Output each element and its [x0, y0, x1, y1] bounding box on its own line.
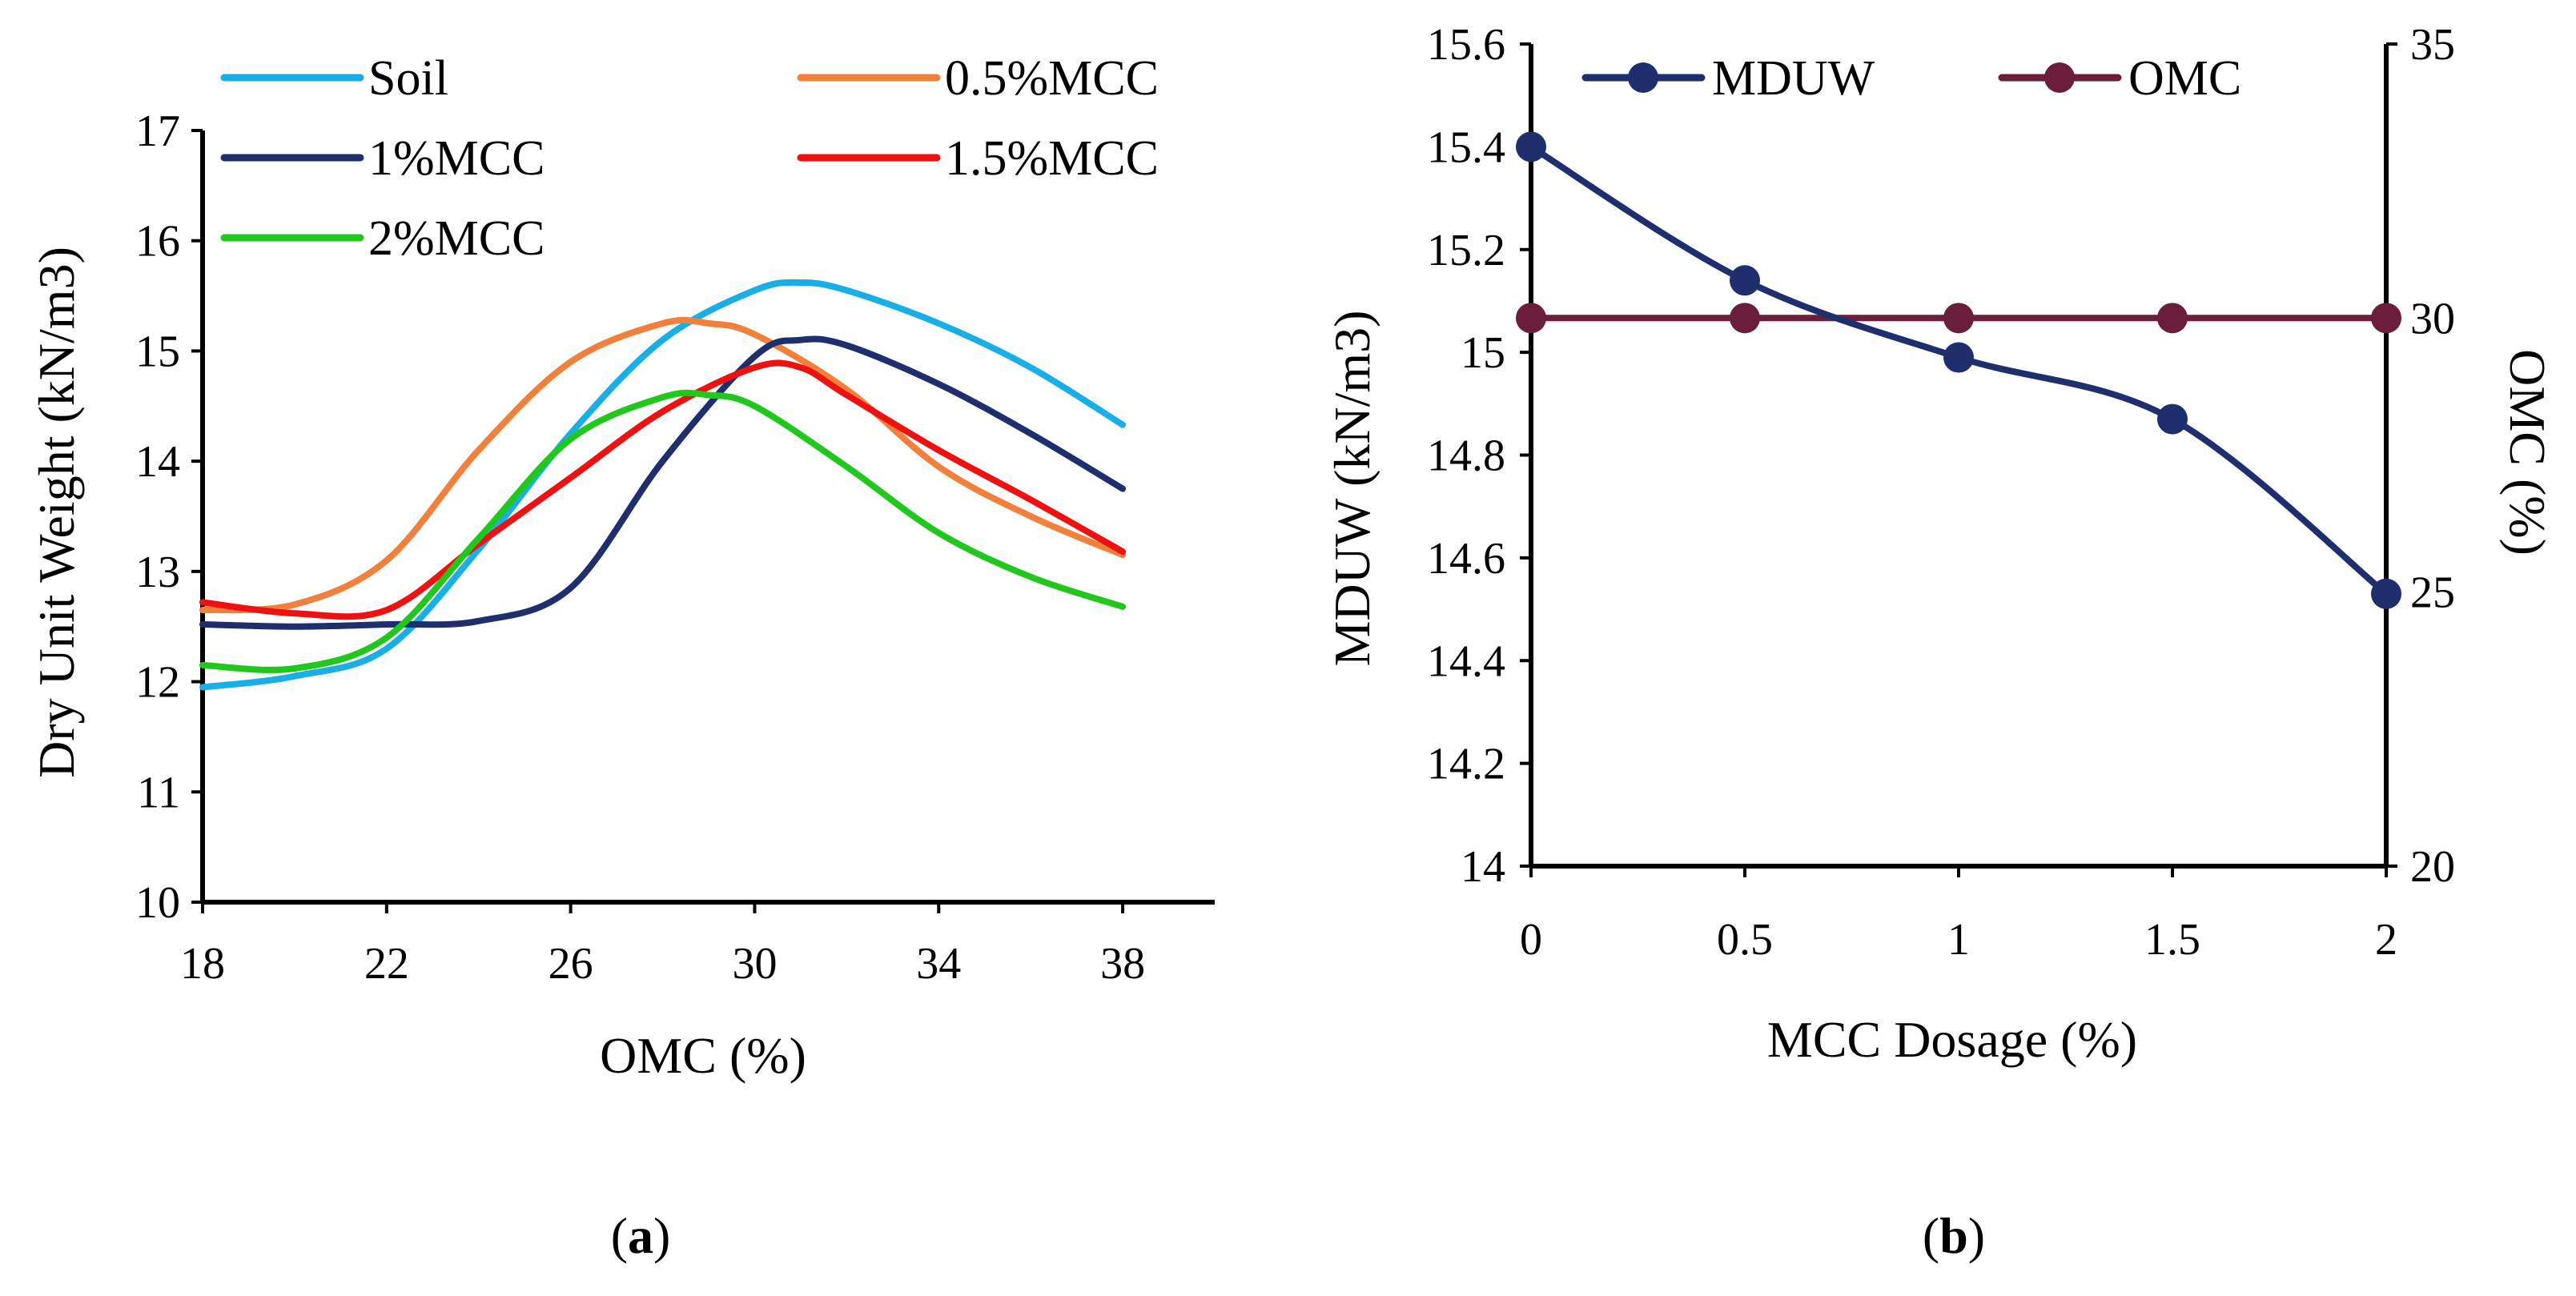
panel-a-label: (a) — [611, 1207, 671, 1264]
panel-b-label: (b) — [1923, 1207, 1985, 1264]
panel-a-x-tick-label: 26 — [549, 939, 593, 989]
panel-b-x-tick-label: 0.5 — [1717, 915, 1773, 965]
panel-b-y2-axis-title: OMC (%) — [2499, 349, 2556, 556]
panel-b-y-tick-label: 15.6 — [1427, 20, 1505, 70]
panel-a-y-axis-title: Dry Unit Weight (kN/m3) — [28, 247, 85, 778]
panel-a-y-tick-label: 17 — [135, 106, 180, 156]
panel-b-y-tick-label: 14.4 — [1427, 636, 1505, 686]
panel-a-legend-label: 2%MCC — [368, 211, 545, 266]
panel-a-series — [199, 279, 1127, 691]
panel-a-y-tick-label: 12 — [135, 658, 180, 708]
panel-a-y-tick-label: 15 — [135, 327, 180, 376]
panel-a-x-axis-title: OMC (%) — [600, 1027, 806, 1084]
panel-b-point-omc — [1730, 303, 1760, 334]
panel-b-point-mduw — [1516, 131, 1546, 163]
panel-b-legend-marker — [2044, 62, 2075, 93]
panel-b-x-tick-label: 0 — [1520, 915, 1542, 965]
panel-a-series-line-soil — [199, 279, 1127, 691]
panel-a-x-tick-label: 30 — [732, 939, 777, 989]
panel-b-x-axis-title: MCC Dosage (%) — [1767, 1011, 2137, 1068]
panel-a-y-tick-label: 11 — [137, 768, 180, 817]
panel-b-legend-label: OMC — [2128, 51, 2241, 106]
panel-a-chart: 10 11 12 13 14 15 16 17 18 22 26 30 34 38 Soil 0.5%MCC… — [28, 51, 1215, 1264]
panel-a-legend-label: 0.5%MCC — [945, 51, 1159, 106]
panel-b-y2-tick-label: 30 — [2410, 294, 2455, 343]
panel-b-y-tick-label: 14.8 — [1427, 431, 1505, 481]
panel-b-x-tick-label: 1.5 — [2144, 915, 2200, 965]
panel-a-legend: Soil 0.5%MCC 1%MCC 1.5%MCC 2%MCC — [220, 51, 1159, 266]
panel-b-point-omc — [2157, 303, 2188, 334]
panel-a-legend-label: 1%MCC — [368, 131, 545, 186]
panel-a-x-tick-label: 22 — [364, 939, 409, 989]
panel-b-y2-tick-label: 20 — [2410, 842, 2455, 892]
panel-a-x-tick-label: 18 — [180, 939, 225, 989]
panel-a-series-line-1-5-mcc — [199, 359, 1127, 620]
panel-a-x-tick-label: 38 — [1100, 939, 1145, 989]
panel-a-series-line-2-mcc — [199, 389, 1127, 673]
panel-b-y-tick-label: 15.4 — [1427, 122, 1505, 172]
panel-b-point-mduw — [2371, 578, 2401, 609]
panel-b-point-mduw — [1943, 342, 1974, 373]
panel-b-point-omc — [1943, 303, 1974, 334]
panel-b-legend-label: MDUW — [1712, 51, 1875, 106]
panel-a-series-line-0-5-mcc — [199, 316, 1127, 614]
panel-b-y-tick-label: 14.6 — [1427, 534, 1505, 584]
panel-a-y-tick-label: 10 — [135, 878, 180, 928]
panel-a-y-tick-label: 16 — [135, 217, 180, 267]
panel-b-legend-marker — [1628, 62, 1658, 93]
panel-b-y-tick-label: 15 — [1461, 328, 1505, 378]
panel-b-x-tick-label: 1 — [1947, 915, 1970, 965]
panel-b-y2-tick-label: 35 — [2410, 20, 2455, 70]
panel-a-x-tick-label: 34 — [916, 939, 961, 989]
panel-b-axes: 1414.214.414.614.81515.215.415.620253035… — [1427, 20, 2455, 965]
panel-a-y-tick-label: 14 — [135, 437, 180, 487]
panel-a-legend-label: Soil — [368, 51, 448, 106]
panel-b-point-omc — [2371, 303, 2401, 334]
panel-b-legend: MDUW OMC — [1581, 51, 2241, 106]
panel-b-point-mduw — [1730, 265, 1760, 296]
panel-b-point-omc — [1516, 303, 1546, 334]
panel-b-series — [1516, 131, 2401, 609]
panel-b-chart: 1414.214.414.614.81515.215.415.620253035… — [1324, 20, 2556, 1264]
panel-b-y-axis-title: MDUW (kN/m3) — [1324, 311, 1380, 667]
panel-b-point-mduw — [2157, 403, 2188, 435]
panel-a-series-line-1-mcc — [199, 335, 1127, 630]
panel-b-y2-tick-label: 25 — [2410, 568, 2455, 618]
panel-b-x-tick-label: 2 — [2375, 915, 2397, 965]
panel-b-y-tick-label: 14 — [1461, 842, 1505, 892]
panel-b-y-tick-label: 14.2 — [1427, 740, 1505, 789]
panel-a-legend-label: 1.5%MCC — [945, 131, 1159, 186]
panel-a-y-tick-label: 13 — [135, 548, 180, 597]
panel-b-y-tick-label: 15.2 — [1427, 226, 1505, 275]
panel-a-axes: 10 11 12 13 14 15 16 17 18 22 26 30 34 38 — [135, 106, 1215, 989]
